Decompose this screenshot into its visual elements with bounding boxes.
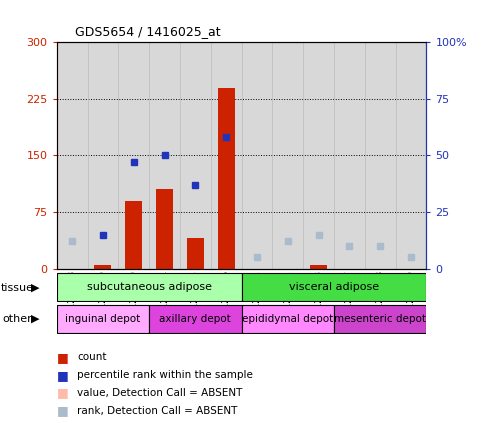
Bar [310,265,327,269]
Text: ▶: ▶ [31,283,39,293]
Bar [211,42,242,269]
Text: subcutaneous adipose: subcutaneous adipose [87,282,211,292]
Text: rank, Detection Call = ABSENT: rank, Detection Call = ABSENT [77,406,238,416]
Bar [125,201,142,269]
Text: count: count [77,352,107,363]
Bar [95,265,111,269]
Bar [272,42,303,269]
Bar [395,42,426,269]
Text: ▶: ▶ [31,314,39,324]
Bar [310,265,327,269]
Bar [149,42,180,269]
Text: value, Detection Call = ABSENT: value, Detection Call = ABSENT [77,388,243,398]
Bar [156,190,173,269]
Bar [303,42,334,269]
Text: mesenteric depot: mesenteric depot [334,314,426,324]
Bar [218,88,235,269]
Text: epididymal depot: epididymal depot [242,314,333,324]
FancyBboxPatch shape [149,305,242,333]
FancyBboxPatch shape [57,273,242,301]
Text: ■: ■ [57,351,69,364]
Text: tissue: tissue [1,283,34,293]
Text: axillary depot: axillary depot [159,314,231,324]
Bar [57,42,88,269]
Text: ■: ■ [57,387,69,399]
Text: visceral adipose: visceral adipose [289,282,379,292]
FancyBboxPatch shape [334,305,426,333]
Text: inguinal depot: inguinal depot [65,314,141,324]
Bar [118,42,149,269]
Bar [334,42,365,269]
FancyBboxPatch shape [57,305,149,333]
FancyBboxPatch shape [242,305,334,333]
Text: GDS5654 / 1416025_at: GDS5654 / 1416025_at [75,25,221,38]
Bar [180,42,211,269]
Text: percentile rank within the sample: percentile rank within the sample [77,370,253,380]
Bar [365,42,395,269]
Text: ■: ■ [57,404,69,417]
Bar [187,239,204,269]
Bar [242,42,272,269]
Text: ■: ■ [57,369,69,382]
Text: other: other [2,314,32,324]
FancyBboxPatch shape [242,273,426,301]
Bar [88,42,118,269]
